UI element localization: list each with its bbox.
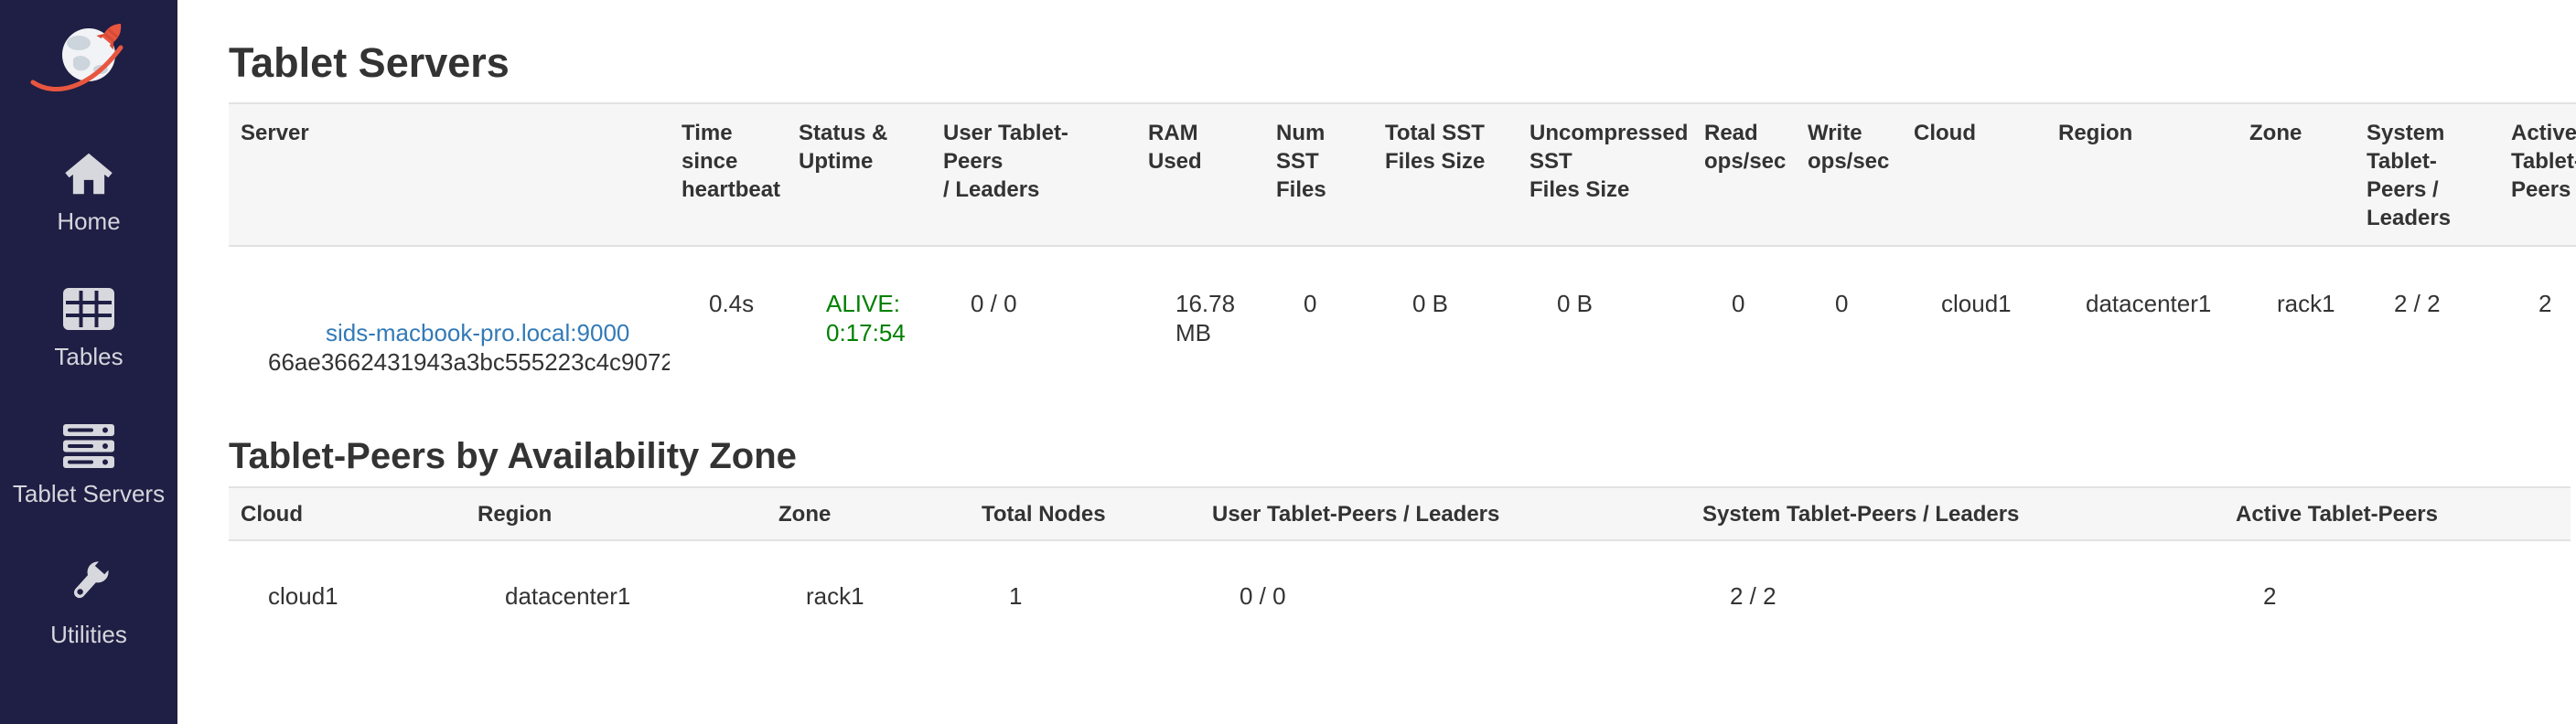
col-header-total-nodes: Total Nodes bbox=[970, 486, 1200, 541]
col-header-cloud: Cloud bbox=[1902, 102, 2046, 247]
col-header-region: Region bbox=[466, 486, 767, 541]
col-header-zone: Zone bbox=[2238, 102, 2355, 247]
tablet-servers-table: Server Time since heartbeat Status & Upt… bbox=[229, 102, 2576, 417]
main-content: Tablet Servers Server Time since heartbe… bbox=[177, 0, 2576, 724]
cell-num-sst-files: 0 bbox=[1304, 290, 1317, 317]
sidebar-item-label: Tables bbox=[54, 343, 123, 370]
server-stack-icon bbox=[63, 424, 114, 468]
cell-zone: rack1 bbox=[2277, 290, 2335, 317]
home-icon bbox=[65, 153, 113, 195]
sidebar-item-tablet-servers[interactable]: Tablet Servers bbox=[0, 424, 177, 506]
cell-active-tablet-peers: 2 bbox=[2263, 582, 2277, 610]
col-header-active-tablet-peers: Active Tablet- Peers bbox=[2499, 102, 2576, 247]
yugabyte-globe-rocket-logo[interactable] bbox=[18, 5, 146, 105]
cell-read-ops: 0 bbox=[1732, 290, 1745, 317]
cell-uncompressed-sst-files-size: 0 B bbox=[1557, 290, 1594, 317]
wrench-icon bbox=[73, 557, 113, 599]
cell-time-since-heartbeat: 0.4s bbox=[709, 290, 755, 317]
page-title: Tablet Servers bbox=[229, 39, 510, 86]
cell-system-tablet-peers: 2 / 2 bbox=[2394, 290, 2441, 317]
sidebar: Home Tables bbox=[0, 0, 177, 724]
cell-region: datacenter1 bbox=[505, 582, 631, 610]
az-row: cloud1 datacenter1 rack1 1 0 / 0 2 / 2 2 bbox=[229, 540, 2571, 647]
server-uuid: 66ae3662431943a3bc555223c4c9072e bbox=[268, 348, 670, 376]
sidebar-item-home[interactable]: Home bbox=[0, 152, 177, 234]
sidebar-item-label: Home bbox=[57, 208, 121, 235]
cell-server: sids-macbook-pro.local:9000 66ae36624319… bbox=[229, 246, 670, 417]
col-header-user-tablet-peers: User Tablet-Peers / Leaders bbox=[931, 102, 1136, 247]
col-header-system-tablet-peers: System Tablet- Peers / Leaders bbox=[2355, 102, 2499, 247]
cell-total-sst-files-size: 0 B bbox=[1412, 290, 1449, 317]
tables-grid-icon bbox=[63, 288, 114, 330]
cell-total-nodes: 1 bbox=[1009, 582, 1023, 610]
col-header-server: Server bbox=[229, 102, 670, 247]
col-header-total-sst-files-size: Total SST Files Size bbox=[1373, 102, 1518, 247]
col-header-system-tablet-peers: System Tablet-Peers / Leaders bbox=[1690, 486, 2224, 541]
col-header-user-tablet-peers: User Tablet-Peers / Leaders bbox=[1200, 486, 1690, 541]
cell-cloud: cloud1 bbox=[268, 582, 338, 610]
col-header-ram-used: RAM Used bbox=[1136, 102, 1264, 247]
col-header-active-tablet-peers: Active Tablet-Peers bbox=[2224, 486, 2571, 541]
cell-cloud: cloud1 bbox=[1941, 290, 2012, 317]
sidebar-item-label: Tablet Servers bbox=[12, 480, 166, 507]
col-header-zone: Zone bbox=[767, 486, 970, 541]
cell-user-tablet-peers: 0 / 0 bbox=[971, 290, 1017, 317]
cell-status-uptime: ALIVE: 0:17:54 bbox=[826, 290, 906, 346]
cell-zone: rack1 bbox=[806, 582, 864, 610]
sidebar-item-tables[interactable]: Tables bbox=[0, 287, 177, 369]
cell-region: datacenter1 bbox=[2086, 290, 2212, 317]
cell-ram-used: 16.78 MB bbox=[1175, 290, 1236, 346]
col-header-cloud: Cloud bbox=[229, 486, 466, 541]
col-header-status-uptime: Status & Uptime bbox=[787, 102, 931, 247]
tablet-peers-by-az-table: Cloud Region Zone Total Nodes User Table… bbox=[229, 486, 2571, 647]
cell-user-tablet-peers: 0 / 0 bbox=[1240, 582, 1286, 610]
table-header-row: Cloud Region Zone Total Nodes User Table… bbox=[229, 486, 2571, 541]
col-header-read-ops: Read ops/sec bbox=[1692, 102, 1796, 247]
col-header-num-sst-files: Num SST Files bbox=[1264, 102, 1373, 247]
cell-write-ops: 0 bbox=[1835, 290, 1849, 317]
col-header-uncompressed-sst-files-size: Uncompressed SST Files Size bbox=[1518, 102, 1692, 247]
col-header-write-ops: Write ops/sec bbox=[1796, 102, 1902, 247]
sidebar-item-utilities[interactable]: Utilities bbox=[0, 556, 177, 647]
cell-system-tablet-peers: 2 / 2 bbox=[1730, 582, 1776, 610]
col-header-region: Region bbox=[2046, 102, 2238, 247]
server-link[interactable]: sids-macbook-pro.local:9000 bbox=[325, 319, 630, 346]
cell-active-tablet-peers: 2 bbox=[2538, 290, 2552, 317]
sidebar-item-label: Utilities bbox=[50, 621, 127, 648]
tablet-server-row: sids-macbook-pro.local:9000 66ae36624319… bbox=[229, 246, 2576, 417]
col-header-time-since-heartbeat: Time since heartbeat bbox=[670, 102, 787, 247]
table-header-row: Server Time since heartbeat Status & Upt… bbox=[229, 102, 2576, 247]
az-section-title: Tablet-Peers by Availability Zone bbox=[229, 436, 797, 476]
